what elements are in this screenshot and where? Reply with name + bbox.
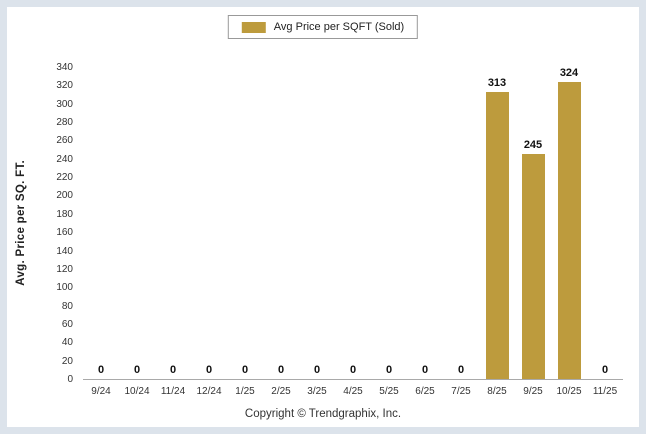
bar-value-label: 0 <box>205 364 213 376</box>
x-axis-labels: 9/24 10/24 11/24 12/24 1/25 2/25 3/25 4/25 5/25 6… <box>83 380 623 397</box>
y-tick-label: 140 <box>56 245 73 257</box>
bar-value-label: 0 <box>313 364 321 376</box>
x-tick-label: 10/24 <box>124 386 150 397</box>
bar-column: 0 <box>83 67 119 379</box>
plot-area: 0 0 0 0 0 0 0 0 0 0 0 313 245 324 0 <box>83 67 623 380</box>
y-tick-label: 260 <box>56 135 73 147</box>
legend-label: Avg Price per SQFT (Sold) <box>273 21 405 33</box>
y-tick-label: 80 <box>61 300 73 312</box>
y-axis-ticks: 0 20 40 60 80 100 120 140 160 180 200 220 240 260 280 3… <box>41 62 77 385</box>
y-tick-label: 0 <box>67 374 73 385</box>
bar <box>557 82 581 379</box>
x-tick-label: 9/25 <box>523 386 543 397</box>
legend-swatch-icon <box>241 21 266 33</box>
y-tick-label: 20 <box>61 355 73 367</box>
bar-column: 0 <box>299 67 335 379</box>
y-tick-label: 180 <box>56 208 73 220</box>
y-tick-label: 200 <box>56 190 73 202</box>
bar-value-label: 324 <box>559 67 579 79</box>
bar-column: 0 <box>191 67 227 379</box>
y-tick-label: 100 <box>56 282 73 294</box>
bar-value-label: 0 <box>133 364 141 376</box>
x-tick-label: 7/25 <box>451 386 471 397</box>
bar-value-label: 313 <box>487 76 507 89</box>
y-tick-label: 120 <box>56 263 73 275</box>
y-tick-label: 40 <box>61 337 73 349</box>
bar-column: 0 <box>227 67 263 379</box>
y-tick-label: 240 <box>56 153 73 165</box>
bar-value-label: 0 <box>421 364 429 376</box>
bar-value-label: 0 <box>457 364 465 376</box>
x-tick-label: 3/25 <box>307 386 327 397</box>
bar-value-label: 0 <box>277 364 285 376</box>
bar-value-label: 0 <box>169 364 177 376</box>
y-tick-label: 220 <box>56 172 73 184</box>
y-tick-label: 320 <box>56 80 73 92</box>
bar-value-label: 0 <box>601 364 609 376</box>
y-tick-label: 340 <box>56 62 73 73</box>
bar-value-label: 0 <box>241 364 249 376</box>
bar-column: 245 <box>515 67 551 379</box>
bar-column: 0 <box>155 67 191 379</box>
legend: Avg Price per SQFT (Sold) <box>227 15 419 39</box>
bar-column: 0 <box>263 67 299 379</box>
bar-column: 313 <box>479 67 515 379</box>
bar <box>521 154 545 379</box>
x-tick-label: 4/25 <box>343 386 363 397</box>
y-tick-label: 280 <box>56 117 73 129</box>
bar <box>485 91 509 379</box>
bar-column: 0 <box>119 67 155 379</box>
x-tick-label: 11/24 <box>160 386 186 397</box>
x-tick-label: 9/24 <box>91 386 111 397</box>
bar-value-label: 0 <box>349 364 357 376</box>
bar-value-label: 245 <box>523 139 543 152</box>
bar-column: 0 <box>371 67 407 379</box>
y-axis-title: Avg. Price per SQ. FT. <box>15 160 27 286</box>
x-tick-label: 1/25 <box>235 386 255 397</box>
bar-column: 0 <box>335 67 371 379</box>
bar-column: 0 <box>587 67 623 379</box>
bar-column: 0 <box>407 67 443 379</box>
bar-column: 324 <box>551 67 587 379</box>
x-tick-label: 10/25 <box>556 386 582 397</box>
copyright-text: Copyright © Trendgraphix, Inc. <box>244 408 402 420</box>
x-tick-label: 12/24 <box>196 386 222 397</box>
x-tick-label: 2/25 <box>271 386 291 397</box>
bar-value-label: 0 <box>385 364 393 376</box>
y-tick-label: 160 <box>56 227 73 239</box>
bar-value-label: 0 <box>97 364 105 376</box>
x-tick-label: 6/25 <box>415 386 435 397</box>
y-tick-label: 60 <box>61 318 73 330</box>
x-tick-label: 11/25 <box>592 386 618 397</box>
x-tick-label: 5/25 <box>379 386 399 397</box>
bar-column: 0 <box>443 67 479 379</box>
x-tick-label: 8/25 <box>487 386 507 397</box>
y-tick-label: 300 <box>56 98 73 110</box>
